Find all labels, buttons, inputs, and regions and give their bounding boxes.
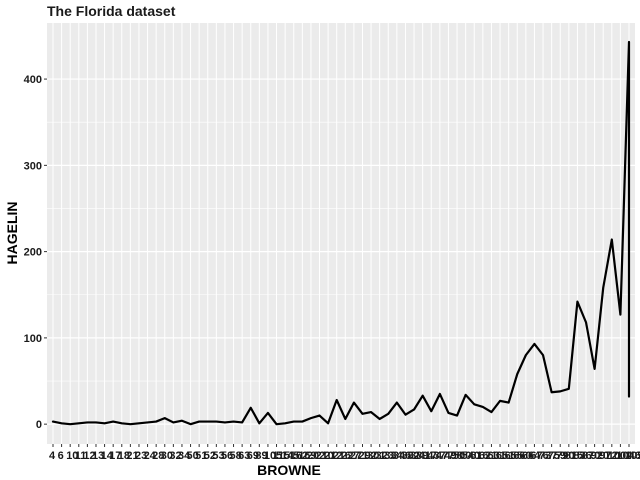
x-axis-title: BROWNE xyxy=(257,462,321,478)
x-tick-label: 145 xyxy=(281,450,299,462)
x-tick-label: 6 xyxy=(58,450,64,462)
x-tick-label: 63 xyxy=(238,450,250,462)
x-tick-label: 540 xyxy=(462,450,480,462)
x-tick-label: 53 xyxy=(212,450,224,462)
x-tick-label: 759 xyxy=(548,450,566,462)
series-line-group xyxy=(51,40,631,426)
x-tick-label: 417 xyxy=(419,450,437,462)
x-tick-label: 210 xyxy=(316,450,334,462)
x-tick-label: 4 xyxy=(49,450,56,462)
x-tick-label: 346 xyxy=(393,450,411,462)
x-tick-label: 34 xyxy=(178,450,191,462)
x-tick-label: 32 xyxy=(169,450,181,462)
y-tick-label: 0 xyxy=(36,419,42,431)
x-tick-label: 69 xyxy=(247,450,259,462)
x-tick-label: 21 xyxy=(126,450,138,462)
x-tick-label: 301 xyxy=(367,450,385,462)
x-tick-label: 920 xyxy=(591,450,609,462)
major-gridlines xyxy=(47,23,635,444)
x-tick-label: 389 xyxy=(410,450,428,462)
x-tick-label: 1050 xyxy=(625,450,640,462)
x-tick-label: 11 xyxy=(75,450,87,462)
x-tick-label: 631 xyxy=(487,450,505,462)
x-tick-label: 292 xyxy=(358,450,376,462)
plot-panel xyxy=(47,23,635,444)
x-tick-label: 18 xyxy=(118,450,130,462)
x-tick-label: 477 xyxy=(436,450,454,462)
x-tick-label: 737 xyxy=(539,450,557,462)
x-tick-label: 115 xyxy=(273,450,291,462)
x-tick-label: 51 xyxy=(195,450,207,462)
y-tick-label: 400 xyxy=(24,74,42,86)
x-tick-label: 498 xyxy=(444,450,462,462)
x-tick-label: 30 xyxy=(161,450,173,462)
x-tick-label: 10 xyxy=(66,450,78,462)
x-tick-label: 655 xyxy=(505,450,523,462)
x-tick-label: 162 xyxy=(290,450,308,462)
x-tick-label: 500 xyxy=(453,450,471,462)
x-tick-label: 17 xyxy=(109,450,121,462)
x-tick-label: 437 xyxy=(427,450,445,462)
x-tick-label: 621 xyxy=(479,450,497,462)
x-tick-label: 23 xyxy=(135,450,147,462)
x-tick-label: 1046 xyxy=(616,450,640,462)
y-axis-ticks: 0 100 200 300 400 xyxy=(24,74,47,431)
x-tick-label: 202 xyxy=(307,450,325,462)
x-tick-label: 1004 xyxy=(608,450,633,462)
x-tick-label: 50 xyxy=(187,450,199,462)
x-tick-label: 56 xyxy=(221,450,233,462)
x-tick-label: 13 xyxy=(92,450,104,462)
x-tick-label: 660 xyxy=(513,450,531,462)
x-tick-label: 52 xyxy=(204,450,216,462)
x-tick-label: 212 xyxy=(324,450,342,462)
x-tick-label: 870 xyxy=(582,450,600,462)
x-tick-label: 382 xyxy=(401,450,419,462)
x-tick-label: 972 xyxy=(599,450,617,462)
x-tick-label: 24 xyxy=(144,450,157,462)
x-tick-label: 14 xyxy=(101,450,114,462)
x-axis-ticks: 4 6 10111213141718212324283032345051525356… xyxy=(49,444,640,462)
x-tick-label: 28 xyxy=(152,450,164,462)
x-tick-label: 676 xyxy=(530,450,548,462)
x-tick-label: 169 xyxy=(298,450,316,462)
x-tick-label: 89 xyxy=(255,450,267,462)
y-tick-label: 100 xyxy=(24,333,42,345)
chart-title: The Florida dataset xyxy=(47,3,176,19)
x-tick-label: 836 xyxy=(573,450,591,462)
x-tick-label: 790 xyxy=(556,450,574,462)
x-tick-label: 58 xyxy=(230,450,242,462)
x-tick-label: 12 xyxy=(83,450,95,462)
x-tick-label: 271 xyxy=(350,450,368,462)
x-tick-label: 815 xyxy=(565,450,583,462)
series-line xyxy=(51,40,631,426)
y-axis-title: HAGELIN xyxy=(4,202,20,265)
x-tick-label: 105 xyxy=(264,450,282,462)
x-tick-label: 651 xyxy=(496,450,514,462)
x-tick-label: 664 xyxy=(522,450,541,462)
x-tick-label: 323 xyxy=(376,450,394,462)
y-tick-label: 200 xyxy=(24,247,42,259)
x-tick-label: 616 xyxy=(470,450,488,462)
minor-gridlines xyxy=(47,121,635,382)
x-tick-label: 227 xyxy=(341,450,359,462)
x-tick-label: 216 xyxy=(333,450,351,462)
y-tick-label: 300 xyxy=(24,160,42,172)
x-tick-label: 334 xyxy=(384,450,403,462)
